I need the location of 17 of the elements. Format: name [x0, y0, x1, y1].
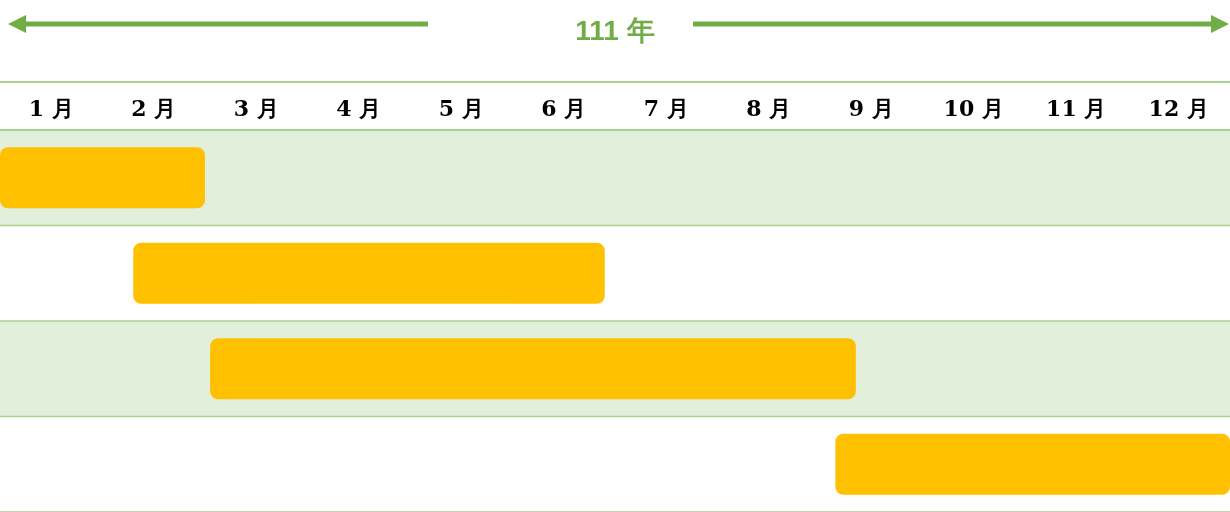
bar [133, 242, 605, 304]
x-tick-label: 5 月 [438, 95, 484, 121]
x-tick-label: 6 月 [541, 95, 587, 121]
x-tick-label: 4 月 [336, 95, 382, 121]
x-tick-label: 9 月 [848, 95, 894, 121]
bar [210, 338, 856, 400]
x-tick-label: 10 月 [943, 95, 1004, 121]
x-tick-label: 11 月 [1046, 95, 1107, 121]
x-tick-label: 1 月 [28, 95, 74, 121]
x-tick-label: 12 月 [1148, 95, 1209, 121]
bar [0, 147, 205, 209]
x-tick-label: 2 月 [131, 95, 177, 121]
bar [835, 433, 1230, 495]
chart-title: 111 年 [575, 15, 655, 46]
x-tick-label: 8 月 [746, 95, 792, 121]
x-tick-label: 3 月 [233, 95, 279, 121]
x-tick-label: 7 月 [643, 95, 689, 121]
